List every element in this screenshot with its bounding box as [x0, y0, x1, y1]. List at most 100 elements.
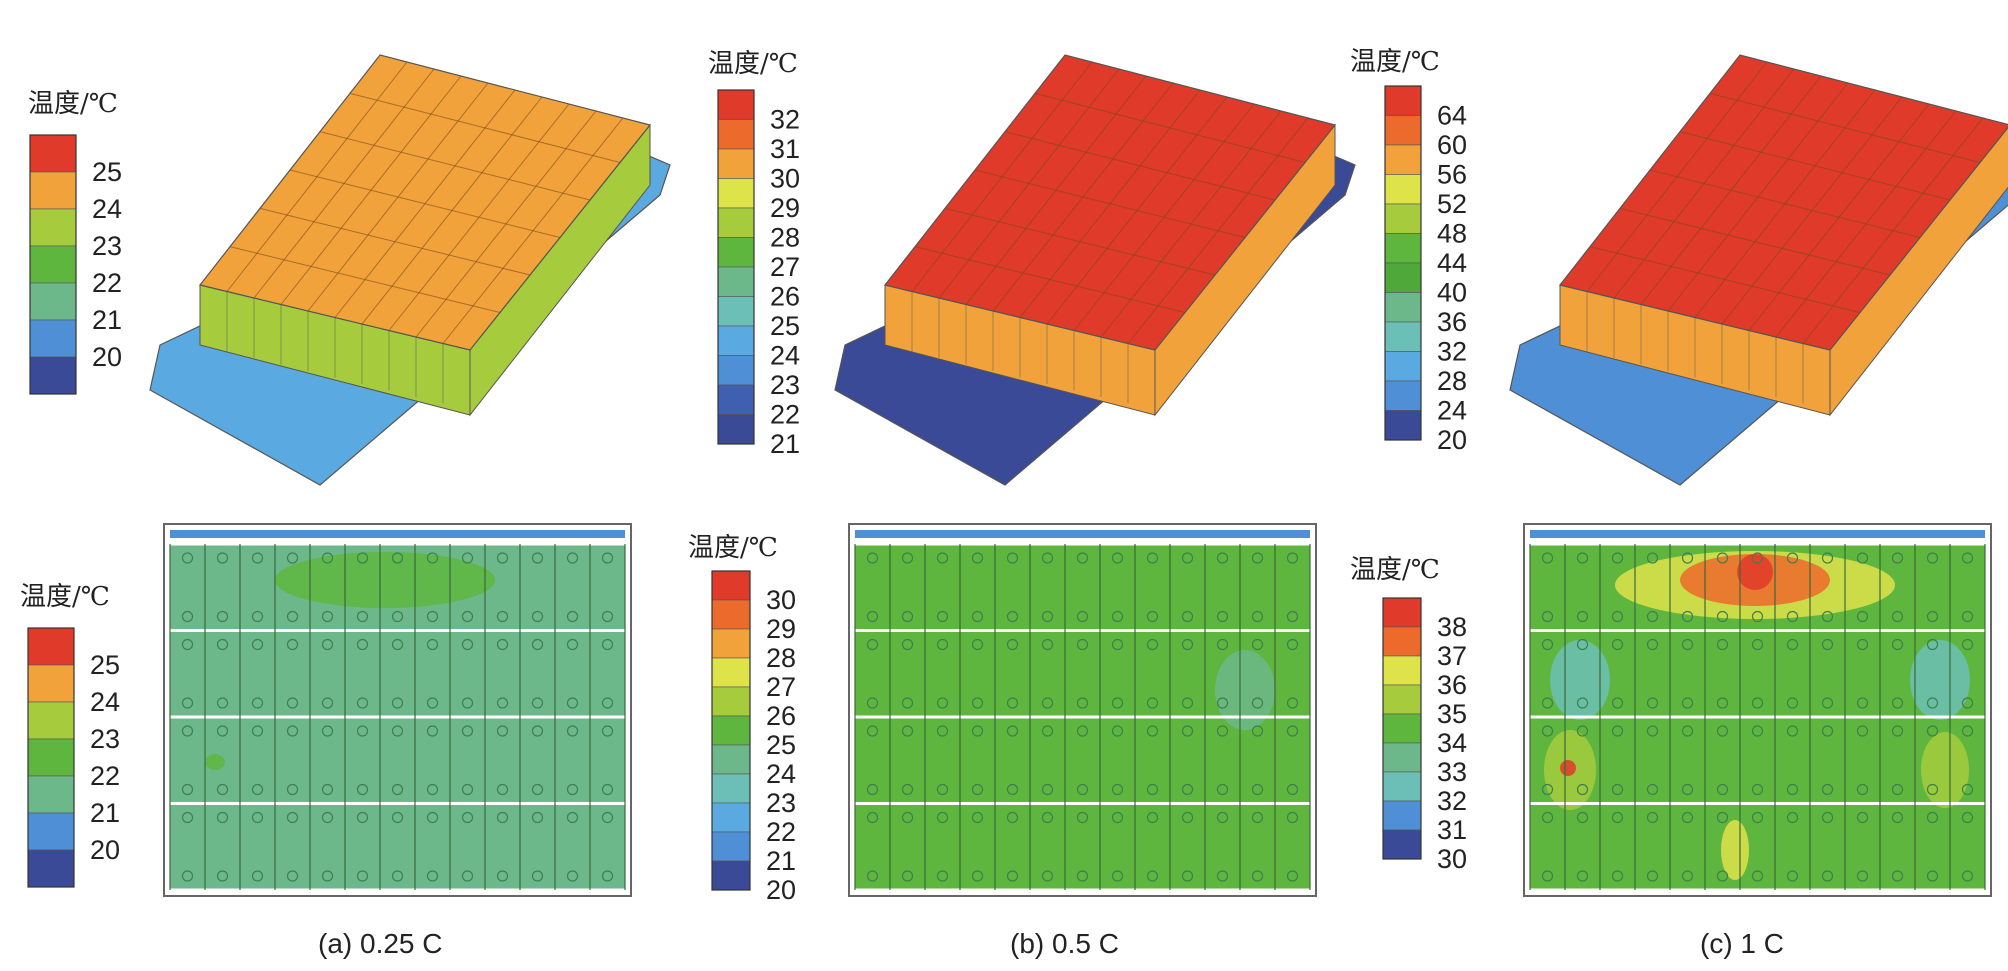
legend-value: 28 [766, 643, 796, 673]
legend-swatch [717, 266, 755, 297]
legend-swatch [27, 849, 75, 888]
terminal-icon [1541, 697, 1554, 709]
terminal-icon [1006, 870, 1019, 882]
terminal-icon [1076, 697, 1089, 709]
legend-value: 27 [766, 672, 796, 702]
terminal-icon [1181, 725, 1194, 737]
terminal-icon [391, 638, 404, 651]
terminal-icon [1891, 870, 1904, 882]
terminal-icon [1856, 638, 1869, 651]
terminal-icon [1891, 610, 1904, 623]
legend-swatch [717, 414, 755, 445]
legend-swatch [1384, 174, 1422, 205]
terminal-icon [251, 697, 264, 709]
terminal-icon [1926, 697, 1939, 709]
terminal-icon [1961, 697, 1974, 709]
terminal-icon [286, 870, 299, 882]
legend-value: 32 [770, 105, 800, 135]
terminal-icon [531, 638, 544, 651]
terminal-icon [321, 638, 334, 651]
terminal-icon [1111, 725, 1124, 737]
legend-swatch [29, 282, 77, 321]
terminal-icon [971, 783, 984, 796]
terminal-icon [391, 811, 404, 824]
terminal-icon [1646, 610, 1659, 623]
legend-swatch [717, 148, 755, 179]
terminal-icon [1216, 811, 1229, 824]
legend-swatch [29, 356, 77, 395]
terminal-icon [251, 638, 264, 651]
legend-value: 22 [770, 400, 800, 430]
terminal-icon [426, 638, 439, 651]
terminal-icon [1541, 811, 1554, 824]
iso-view-b [834, 54, 1356, 486]
legend-frame [1384, 85, 1422, 441]
iso-view-c [1509, 54, 2008, 486]
terminal-icon [1751, 725, 1764, 737]
terminal-icon [1856, 811, 1869, 824]
legend-value: 32 [1437, 337, 1467, 367]
terminal-icon [1646, 697, 1659, 709]
legend-swatch [27, 701, 75, 740]
terminal-icon [1856, 697, 1869, 709]
legend-swatch [1384, 85, 1422, 116]
terminal-icon [1611, 638, 1624, 651]
terminal-icon [286, 783, 299, 796]
legend-value: 23 [770, 370, 800, 400]
legend-value: 38 [1437, 612, 1467, 642]
terminal-icon [251, 811, 264, 824]
terminal-icon [1786, 811, 1799, 824]
legend-value: 25 [766, 730, 796, 760]
busbar-line [1073, 103, 1255, 331]
legend-swatch [1384, 203, 1422, 234]
legend-swatch [711, 686, 751, 717]
iso-view-a [149, 54, 671, 486]
legend-swatch [717, 89, 755, 120]
legend-a-bottom: 25 24 23 22 21 20 [27, 627, 120, 888]
terminal-icon [286, 638, 299, 651]
terminal-icon [1856, 783, 1869, 796]
terminal-icon [1926, 610, 1939, 623]
legend-swatch [1382, 713, 1422, 744]
busbar-line [307, 82, 489, 312]
hot-spot [1721, 820, 1749, 880]
terminal-icon [321, 725, 334, 737]
terminal-icon [181, 552, 194, 564]
legend-value: 27 [770, 252, 800, 282]
busbar-line [1586, 61, 1768, 292]
busbar-line [1127, 117, 1309, 344]
terminal-icon [496, 697, 509, 709]
terminal-icon [356, 811, 369, 824]
terminal-icon [181, 725, 194, 737]
busbar-line [1802, 117, 1984, 344]
terminal-icon [1251, 811, 1264, 824]
terminal-icon [1041, 697, 1054, 709]
terminal-icon [1611, 697, 1624, 709]
legend-swatch [711, 831, 751, 862]
terminal-icon [1216, 783, 1229, 796]
legend-title-a-bottom: 温度/℃ [20, 582, 110, 612]
terminal-icon [1646, 725, 1659, 737]
plan-top-strip [855, 530, 1310, 538]
busbar-line [1694, 89, 1876, 318]
terminal-icon [1146, 697, 1159, 709]
terminal-icon [181, 697, 194, 709]
busbar-line [1667, 82, 1849, 312]
terminal-icon [1961, 783, 1974, 796]
terminal-icon [866, 552, 879, 564]
terminal-icon [1611, 783, 1624, 796]
terminal-icon [1216, 870, 1229, 882]
legend-value: 22 [766, 817, 796, 847]
legend-value: 30 [766, 585, 796, 615]
terminal-icon [1751, 610, 1764, 623]
terminal-icon [1111, 638, 1124, 651]
legend-swatch [27, 738, 75, 777]
legend-value: 29 [770, 193, 800, 223]
terminal-icon [1961, 610, 1974, 623]
terminal-icon [461, 811, 474, 824]
terminal-icon [216, 638, 229, 651]
terminal-icon [1681, 811, 1694, 824]
terminal-icon [1611, 610, 1624, 623]
terminal-icon [1251, 870, 1264, 882]
